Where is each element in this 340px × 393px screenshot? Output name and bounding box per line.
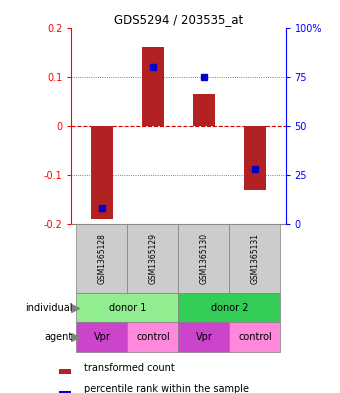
Text: GSM1365128: GSM1365128	[98, 233, 106, 284]
Text: control: control	[238, 332, 272, 342]
Bar	[230, 224, 280, 293]
Bar	[76, 322, 128, 352]
Text: percentile rank within the sample: percentile rank within the sample	[84, 384, 249, 393]
Bar	[192, 94, 216, 126]
Text: agent: agent	[44, 332, 72, 342]
Text: GSM1365129: GSM1365129	[149, 233, 157, 284]
Bar	[90, 126, 114, 219]
Text: Vpr: Vpr	[195, 332, 212, 342]
Bar	[76, 224, 128, 293]
Bar	[178, 322, 230, 352]
Title: GDS5294 / 203535_at: GDS5294 / 203535_at	[114, 13, 243, 26]
Bar	[178, 293, 280, 322]
Bar	[128, 224, 178, 293]
Bar	[230, 322, 280, 352]
Text: Vpr: Vpr	[94, 332, 111, 342]
Bar	[128, 322, 178, 352]
Bar	[59, 391, 71, 393]
Text: transformed count: transformed count	[84, 363, 175, 373]
Bar	[141, 47, 165, 126]
Text: GSM1365130: GSM1365130	[200, 233, 208, 284]
Bar	[243, 126, 267, 189]
Text: control: control	[136, 332, 170, 342]
Text: donor 2: donor 2	[211, 303, 248, 312]
Text: donor 1: donor 1	[109, 303, 146, 312]
Text: individual: individual	[25, 303, 72, 312]
Text: GSM1365131: GSM1365131	[251, 233, 259, 284]
Bar	[76, 293, 178, 322]
Bar	[59, 369, 71, 374]
Bar	[178, 224, 230, 293]
